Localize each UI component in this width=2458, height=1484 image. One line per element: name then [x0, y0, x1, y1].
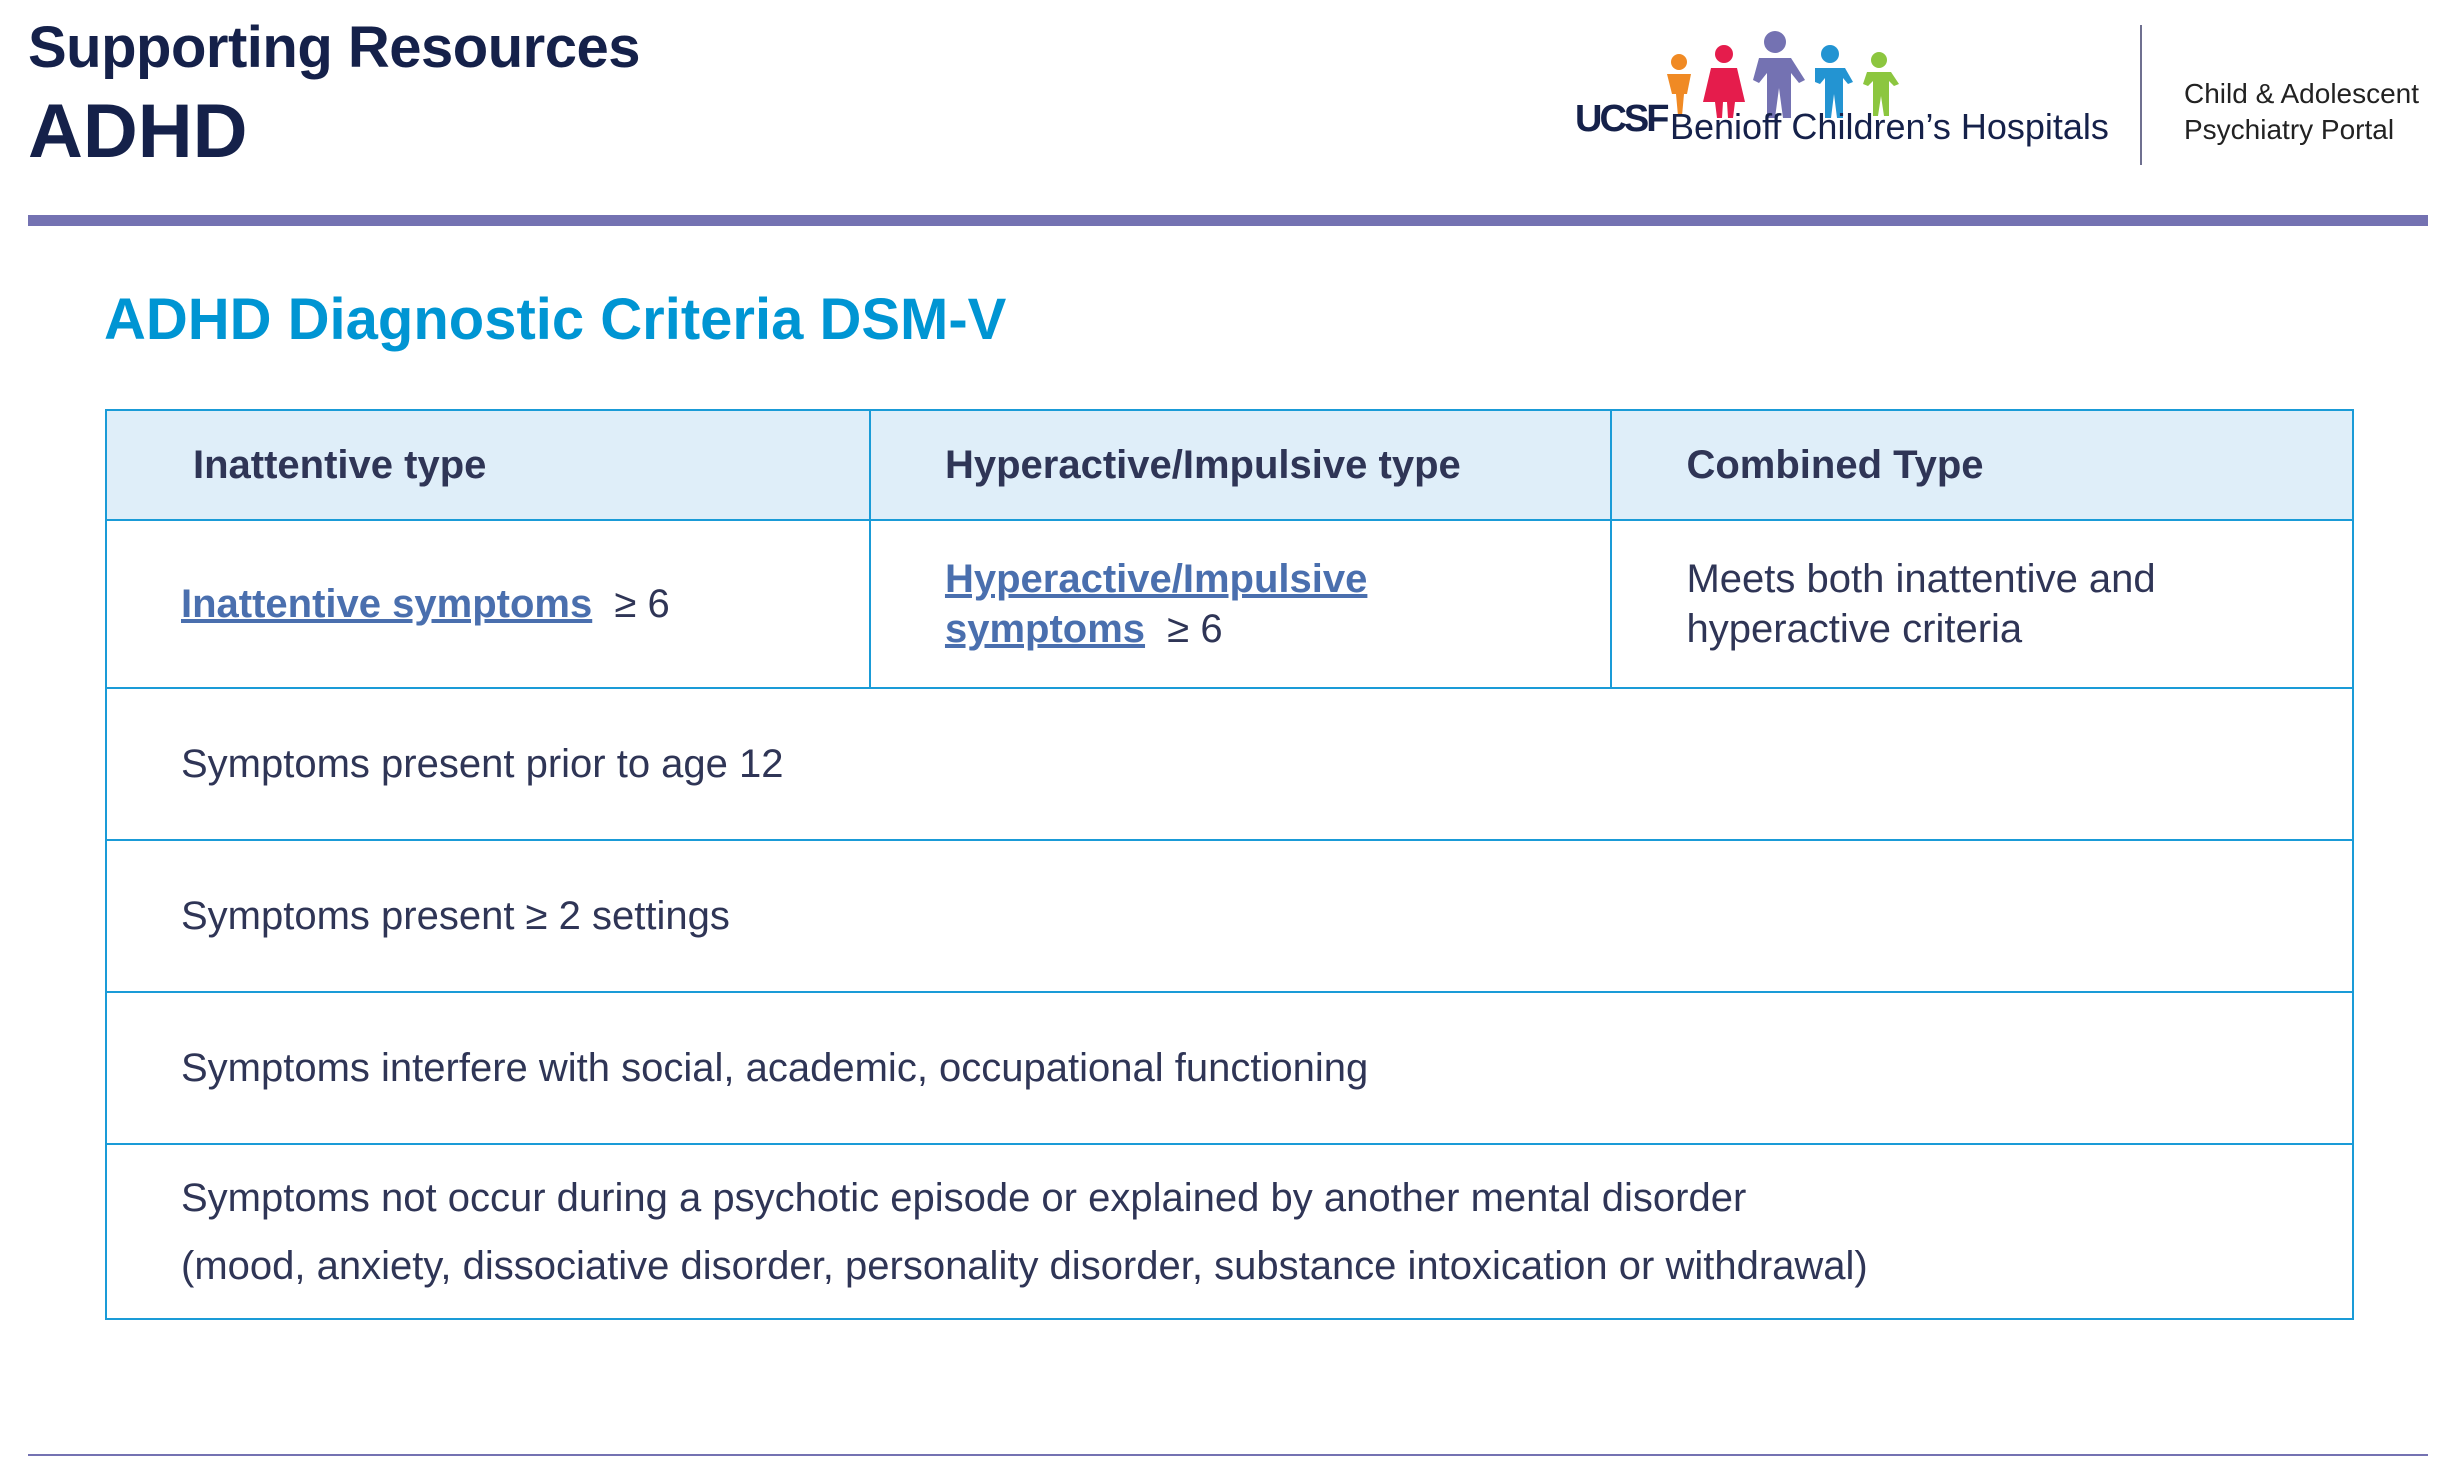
- table-row: Inattentive symptoms ≥ 6 Hyperactive/Imp…: [105, 519, 2354, 689]
- portal-line: Child & Adolescent: [2184, 78, 2420, 109]
- inattentive-symptoms-link[interactable]: Inattentive symptoms: [181, 582, 593, 626]
- section-title: ADHD Diagnostic Criteria DSM-V: [104, 287, 1007, 352]
- supertitle: Supporting Resources: [28, 15, 640, 80]
- table-row: Symptoms interfere with social, academic…: [105, 991, 2354, 1145]
- children-figures-logo-icon: [1667, 31, 1899, 118]
- threshold: ≥ 6: [614, 582, 670, 626]
- combined-cell: Meets both inattentive and hyperactive c…: [1610, 519, 2354, 689]
- hyperactive-symptoms-link[interactable]: symptoms: [944, 607, 1146, 651]
- combined-text: hyperactive criteria: [1686, 607, 2023, 651]
- column-header: Combined Type: [1610, 409, 2354, 521]
- inattentive-cell: Inattentive symptoms ≥ 6: [105, 519, 871, 689]
- criterion-text: Symptoms not occur during a psychotic ep…: [181, 1175, 1747, 1220]
- hospital-name: Benioff Children’s Hospitals: [1670, 106, 2109, 147]
- criterion-cell: Symptoms not occur during a psychotic ep…: [105, 1143, 2354, 1320]
- criteria-table: Inattentive type Hyperactive/Impulsive t…: [105, 409, 2354, 1320]
- hyperactive-cell: Hyperactive/Impulsive symptoms ≥ 6: [868, 519, 1613, 689]
- table-row: Symptoms not occur during a psychotic ep…: [105, 1143, 2354, 1320]
- portal-line: Psychiatry Portal: [2184, 114, 2395, 145]
- threshold: ≥ 6: [1167, 607, 1223, 651]
- portal-name: Child & Adolescent Psychiatry Portal: [2184, 76, 2419, 148]
- table-row: Symptoms present prior to age 12: [105, 687, 2354, 841]
- header-bar: [28, 215, 2428, 226]
- ucsf-logo-text: UCSF: [1575, 98, 1669, 140]
- criterion-cell: Symptoms present ≥ 2 settings: [105, 839, 2354, 993]
- footer-divider: [28, 1454, 2428, 1456]
- combined-text: Meets both inattentive and: [1686, 557, 2156, 601]
- table-header-row: Inattentive type Hyperactive/Impulsive t…: [105, 409, 2354, 521]
- header-divider: [2140, 25, 2142, 165]
- hyperactive-symptoms-link[interactable]: Hyperactive/Impulsive: [944, 557, 1368, 601]
- column-header: Hyperactive/Impulsive type: [868, 409, 1613, 521]
- page-title: ADHD: [28, 89, 248, 174]
- criterion-text: (mood, anxiety, dissociative disorder, p…: [181, 1243, 1868, 1288]
- table-row: Symptoms present ≥ 2 settings: [105, 839, 2354, 993]
- column-header: Inattentive type: [105, 409, 871, 521]
- criterion-cell: Symptoms present prior to age 12: [105, 687, 2354, 841]
- criterion-cell: Symptoms interfere with social, academic…: [105, 991, 2354, 1145]
